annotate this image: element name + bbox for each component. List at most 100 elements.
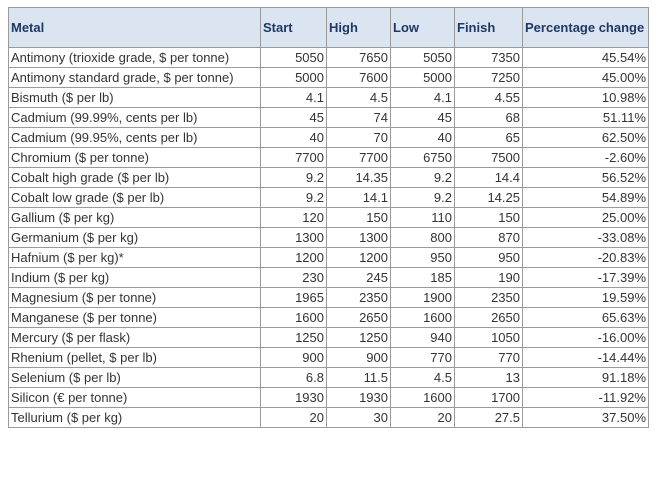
cell-value: 1200 xyxy=(260,247,327,268)
cell-value: 9.2 xyxy=(260,167,327,188)
cell-value: 2350 xyxy=(326,287,391,308)
cell-value: 6.8 xyxy=(260,367,327,388)
cell-value: 65 xyxy=(454,127,523,148)
cell-value: 950 xyxy=(390,247,455,268)
table-row: Antimony (trioxide grade, $ per tonne) 50… xyxy=(8,47,649,68)
metal-name: Mercury ($ per flask) xyxy=(8,327,261,348)
metal-name: Gallium ($ per kg) xyxy=(8,207,261,228)
cell-value: 27.5 xyxy=(454,407,523,428)
metal-name: Rhenium (pellet, $ per lb) xyxy=(8,347,261,368)
cell-value: 7600 xyxy=(326,67,391,88)
cell-value: 13 xyxy=(454,367,523,388)
cell-value: 10.98% xyxy=(522,87,649,108)
cell-value: 14.25 xyxy=(454,187,523,208)
table-row: Manganese ($ per tonne) 1600 2650 1600 2650 6… xyxy=(8,307,649,328)
metal-name: Indium ($ per kg) xyxy=(8,267,261,288)
table-row: Germanium ($ per kg) 1300 1300 800 870 -33.08… xyxy=(8,227,649,248)
cell-value: -33.08% xyxy=(522,227,649,248)
cell-value: -16.00% xyxy=(522,327,649,348)
cell-value: 40 xyxy=(260,127,327,148)
cell-value: 900 xyxy=(326,347,391,368)
metal-name: Cadmium (99.95%, cents per lb) xyxy=(8,127,261,148)
cell-value: 7700 xyxy=(260,147,327,168)
metal-name: Cobalt high grade ($ per lb) xyxy=(8,167,261,188)
table-row: Antimony standard grade, $ per tonne) 500… xyxy=(8,67,649,88)
cell-value: 2350 xyxy=(454,287,523,308)
cell-value: 14.4 xyxy=(454,167,523,188)
cell-value: 1900 xyxy=(390,287,455,308)
cell-value: -20.83% xyxy=(522,247,649,268)
table-row: Hafnium ($ per kg)* 1200 1200 950 950 -20.83% xyxy=(8,247,649,268)
column-header: High xyxy=(326,7,391,48)
cell-value: 45.54% xyxy=(522,47,649,68)
cell-value: 54.89% xyxy=(522,187,649,208)
metals-table: Metal Start High Low Finish Percentage change… xyxy=(8,7,649,428)
table-row: Gallium ($ per kg) 120 150 110 150 25.00% xyxy=(8,207,649,228)
metal-name: Magnesium ($ per tonne) xyxy=(8,287,261,308)
table-row: Cobalt high grade ($ per lb) 9.2 14.35 9.2 1… xyxy=(8,167,649,188)
table-row: Selenium ($ per lb) 6.8 11.5 4.5 13 91.18% xyxy=(8,367,649,388)
cell-value: 1700 xyxy=(454,387,523,408)
cell-value: 110 xyxy=(390,207,455,228)
cell-value: 9.2 xyxy=(390,167,455,188)
cell-value: 230 xyxy=(260,267,327,288)
cell-value: 770 xyxy=(454,347,523,368)
cell-value: 4.5 xyxy=(326,87,391,108)
table-row: Cadmium (99.99%, cents per lb) 45 74 45 68 51… xyxy=(8,107,649,128)
cell-value: 45 xyxy=(390,107,455,128)
header-row: Metal Start High Low Finish Percentage change xyxy=(8,7,649,48)
cell-value: 68 xyxy=(454,107,523,128)
cell-value: 37.50% xyxy=(522,407,649,428)
cell-value: 74 xyxy=(326,107,391,128)
cell-value: 190 xyxy=(454,267,523,288)
cell-value: 45.00% xyxy=(522,67,649,88)
cell-value: 120 xyxy=(260,207,327,228)
cell-value: 2650 xyxy=(326,307,391,328)
cell-value: 4.55 xyxy=(454,87,523,108)
metal-name: Cobalt low grade ($ per lb) xyxy=(8,187,261,208)
cell-value: 900 xyxy=(260,347,327,368)
cell-value: 1300 xyxy=(260,227,327,248)
cell-value: 20 xyxy=(260,407,327,428)
cell-value: 5050 xyxy=(260,47,327,68)
metal-name: Antimony (trioxide grade, $ per tonne) xyxy=(8,47,261,68)
cell-value: 1930 xyxy=(326,387,391,408)
cell-value: 5000 xyxy=(260,67,327,88)
cell-value: 6750 xyxy=(390,147,455,168)
cell-value: 5050 xyxy=(390,47,455,68)
cell-value: 1300 xyxy=(326,227,391,248)
cell-value: 20 xyxy=(390,407,455,428)
metal-name: Tellurium ($ per kg) xyxy=(8,407,261,428)
cell-value: 1930 xyxy=(260,387,327,408)
cell-value: 9.2 xyxy=(260,187,327,208)
cell-value: 30 xyxy=(326,407,391,428)
cell-value: 1200 xyxy=(326,247,391,268)
metal-name: Bismuth ($ per lb) xyxy=(8,87,261,108)
table-row: Indium ($ per kg) 230 245 185 190 -17.39% xyxy=(8,267,649,288)
cell-value: 1250 xyxy=(326,327,391,348)
cell-value: 185 xyxy=(390,267,455,288)
cell-value: 1050 xyxy=(454,327,523,348)
metal-name: Manganese ($ per tonne) xyxy=(8,307,261,328)
cell-value: 40 xyxy=(390,127,455,148)
cell-value: 51.11% xyxy=(522,107,649,128)
metal-name: Hafnium ($ per kg)* xyxy=(8,247,261,268)
cell-value: 940 xyxy=(390,327,455,348)
cell-value: 7250 xyxy=(454,67,523,88)
cell-value: 65.63% xyxy=(522,307,649,328)
table-row: Magnesium ($ per tonne) 1965 2350 1900 2350 1… xyxy=(8,287,649,308)
cell-value: 7500 xyxy=(454,147,523,168)
cell-value: 150 xyxy=(326,207,391,228)
cell-value: 45 xyxy=(260,107,327,128)
column-header: Percentage change xyxy=(522,7,649,48)
cell-value: 1600 xyxy=(260,307,327,328)
cell-value: 25.00% xyxy=(522,207,649,228)
cell-value: 9.2 xyxy=(390,187,455,208)
cell-value: 11.5 xyxy=(326,367,391,388)
cell-value: 56.52% xyxy=(522,167,649,188)
cell-value: 2650 xyxy=(454,307,523,328)
cell-value: 91.18% xyxy=(522,367,649,388)
metal-name: Cadmium (99.99%, cents per lb) xyxy=(8,107,261,128)
metal-name: Chromium ($ per tonne) xyxy=(8,147,261,168)
